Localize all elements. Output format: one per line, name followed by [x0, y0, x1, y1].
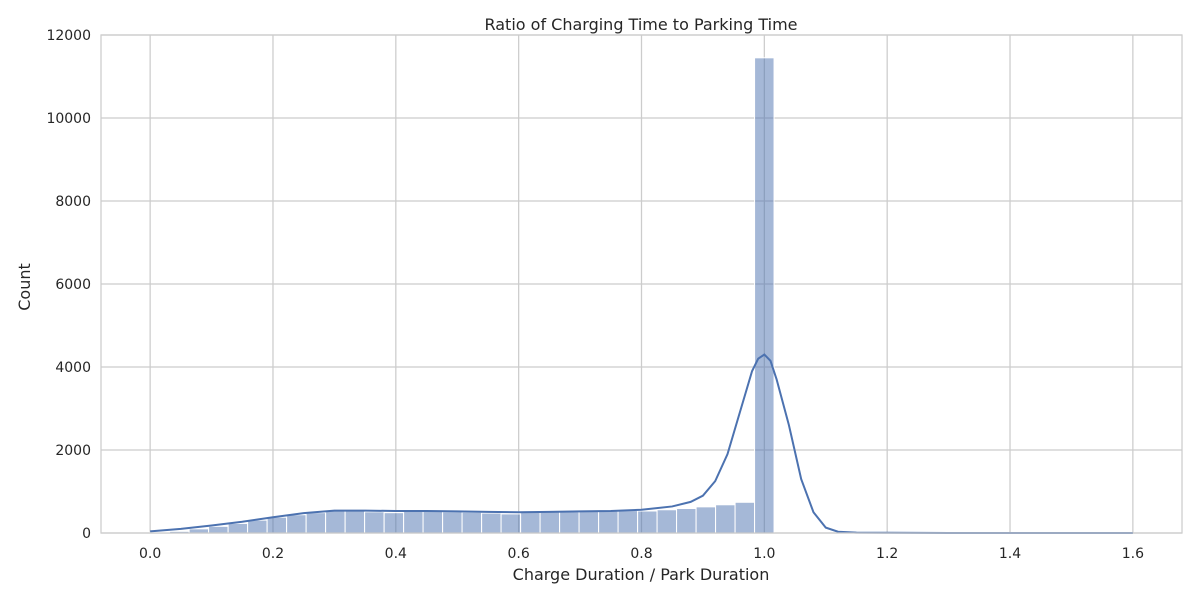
x-tick-label: 1.4 [999, 546, 1021, 562]
histogram-bar [208, 525, 229, 534]
y-tick-label: 2000 [55, 443, 91, 459]
chart-title: Ratio of Charging Time to Parking Time [484, 15, 797, 34]
histogram-bar [695, 506, 717, 534]
histogram-bar [266, 516, 288, 534]
y-tick-label: 8000 [55, 194, 91, 210]
histogram-bar [442, 511, 463, 534]
y-tick-label: 4000 [55, 360, 91, 376]
histogram-bar [754, 57, 775, 534]
x-tick-label: 1.2 [876, 546, 898, 562]
y-tick-label: 10000 [46, 111, 91, 127]
histogram-bar [481, 512, 502, 534]
x-tick-label: 1.6 [1122, 546, 1144, 562]
histogram-bar [422, 510, 444, 534]
x-tick-label: 0.0 [139, 546, 161, 562]
y-tick-label: 12000 [46, 28, 91, 44]
histogram-bar [578, 510, 600, 534]
y-axis-ticks: 0 2000 4000 6000 8000 10000 12000 [46, 28, 91, 542]
histogram-bar [676, 508, 697, 534]
x-axis-ticks: 0.0 0.2 0.4 0.6 0.8 1.0 1.2 1.4 1.6 [139, 546, 1144, 562]
histogram-bar [305, 512, 327, 534]
histogram-bar [344, 510, 366, 534]
histogram-bar [656, 509, 678, 534]
histogram-bar [461, 511, 483, 534]
histogram-bar [247, 519, 268, 534]
histogram-bar [617, 510, 639, 534]
histogram-bar [637, 510, 658, 534]
histogram-bar [227, 522, 249, 534]
histogram-bar [364, 511, 385, 534]
x-tick-label: 0.4 [385, 546, 407, 562]
histogram-bar [403, 510, 424, 534]
histogram-bar [286, 514, 307, 534]
x-tick-label: 1.0 [753, 546, 775, 562]
y-tick-label: 6000 [55, 277, 91, 293]
histogram-bar [715, 504, 736, 534]
histogram-bars [149, 57, 775, 534]
y-tick-label: 0 [82, 526, 91, 542]
x-axis-label: Charge Duration / Park Duration [513, 565, 770, 584]
grid-lines [101, 34, 1182, 534]
histogram-bar [383, 512, 405, 534]
histogram-bar [539, 511, 561, 534]
histogram-bar [559, 511, 580, 534]
histogram-bar [520, 511, 541, 534]
x-tick-label: 0.6 [508, 546, 530, 562]
histogram-bar [325, 510, 346, 534]
plot-frame [100, 34, 1183, 534]
x-tick-label: 0.2 [262, 546, 284, 562]
histogram-bar [598, 510, 619, 534]
histogram-bar [734, 501, 756, 534]
y-axis-label: Count [15, 263, 34, 311]
kde-density-line [150, 353, 1133, 534]
histogram-bar [500, 513, 522, 534]
x-tick-label: 0.8 [630, 546, 652, 562]
